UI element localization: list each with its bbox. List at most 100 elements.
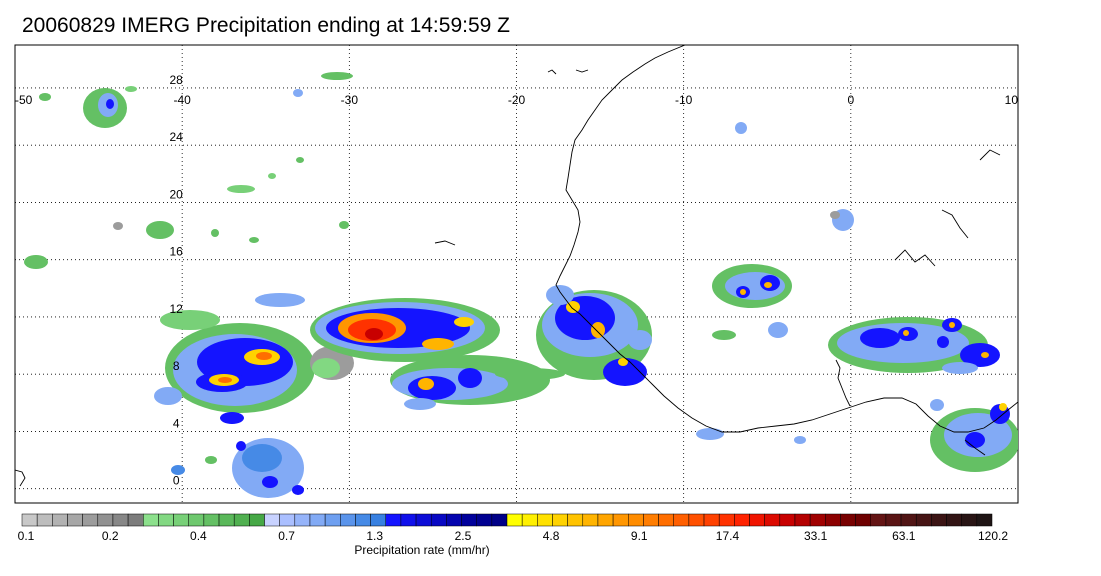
precip-area-itcz-west: [154, 293, 354, 424]
colorbar-swatch: [476, 513, 493, 527]
lon-tick-label: 0: [847, 93, 854, 107]
colorbar: [21, 513, 993, 527]
precip-area-west-africa: [536, 285, 652, 386]
lat-tick-label: 12: [169, 302, 183, 316]
colorbar-swatch: [855, 513, 871, 527]
colorbar-swatch: [779, 513, 796, 527]
precip-area-south-atlantic: [171, 438, 304, 498]
precip-area-north-atlantic: [24, 72, 353, 269]
colorbar-swatch: [340, 513, 356, 527]
colorbar-swatch: [52, 513, 68, 527]
latitude-labels: 28 24 20 16 12 8 4 0: [169, 73, 183, 488]
colorbar-swatch: [718, 513, 735, 527]
lon-tick-label: -10: [675, 93, 693, 107]
coastline: [15, 45, 1018, 487]
colorbar-swatch: [931, 513, 947, 527]
colorbar-swatch: [643, 513, 659, 527]
colorbar-swatch: [143, 513, 159, 527]
colorbar-swatch: [309, 513, 326, 527]
colorbar-tick-label: 0.4: [190, 529, 207, 543]
colorbar-swatch: [36, 513, 53, 527]
lat-tick-label: 28: [169, 73, 183, 87]
colorbar-swatch: [582, 513, 599, 527]
colorbar-swatch: [521, 513, 538, 527]
lat-tick-label: 16: [169, 245, 183, 259]
colorbar-swatch: [946, 513, 962, 527]
lon-tick-label: -20: [508, 93, 526, 107]
colorbar-swatch: [400, 513, 417, 527]
colorbar-swatch: [82, 513, 99, 527]
chart-title: 20060829 IMERG Precipitation ending at 1…: [22, 14, 510, 37]
colorbar-swatch: [446, 513, 462, 527]
colorbar-label: Precipitation rate (mm/hr): [354, 543, 489, 557]
colorbar-swatch: [173, 513, 189, 527]
colorbar-swatch: [324, 513, 341, 527]
colorbar-tick-label: 33.1: [804, 529, 828, 543]
lat-tick-label: 8: [173, 359, 180, 373]
longitude-labels: -50 -40 -30 -20 -10 0 10: [15, 93, 1018, 107]
precip-area-east: [828, 317, 1000, 374]
lon-tick-label: -50: [15, 93, 33, 107]
colorbar-swatch: [825, 513, 841, 527]
colorbar-swatch: [734, 513, 750, 527]
colorbar-swatch: [127, 513, 144, 527]
colorbar-swatch: [67, 513, 83, 527]
colorbar-swatch: [658, 513, 674, 527]
lat-tick-label: 24: [169, 130, 183, 144]
lat-tick-label: 4: [173, 416, 180, 430]
colorbar-tick-label: 0.2: [102, 529, 119, 543]
colorbar-swatch: [158, 513, 174, 527]
lat-lon-grid: [15, 45, 1018, 503]
colorbar-swatch: [279, 513, 296, 527]
colorbar-swatch: [885, 513, 902, 527]
colorbar-tick-label: 9.1: [631, 529, 648, 543]
colorbar-swatch: [673, 513, 690, 527]
colorbar-swatch: [749, 513, 765, 527]
colorbar-swatch: [900, 513, 917, 527]
colorbar-tick-label: 120.2: [978, 529, 1008, 543]
colorbar-tick-labels: 0.1 0.2 0.4 0.7 1.3 2.5 4.8 9.1 17.4 33.1 63.1 120.…: [18, 529, 1009, 543]
precipitation-field: [24, 72, 1018, 498]
lon-tick-label: -40: [173, 93, 191, 107]
colorbar-swatch: [355, 513, 371, 527]
colorbar-swatch: [249, 513, 265, 527]
colorbar-swatch: [567, 513, 584, 527]
colorbar-swatch: [552, 513, 568, 527]
colorbar-swatch: [628, 513, 644, 527]
colorbar-swatch: [430, 513, 447, 527]
colorbar-swatch: [203, 513, 220, 527]
lon-tick-label: -30: [341, 93, 359, 107]
colorbar-swatch: [537, 513, 553, 527]
colorbar-tick-label: 63.1: [892, 529, 916, 543]
colorbar-swatch: [870, 513, 887, 527]
colorbar-tick-label: 0.1: [18, 529, 35, 543]
colorbar-swatch: [597, 513, 614, 527]
colorbar-tick-label: 1.3: [366, 529, 383, 543]
colorbar-swatch: [840, 513, 856, 527]
colorbar-swatch: [506, 513, 523, 527]
colorbar-swatch: [385, 513, 402, 527]
colorbar-swatch: [809, 513, 826, 527]
colorbar-swatch: [21, 513, 38, 527]
colorbar-swatch: [233, 513, 250, 527]
colorbar-swatch: [461, 513, 477, 527]
colorbar-tick-label: 4.8: [543, 529, 560, 543]
lat-tick-label: 0: [173, 474, 180, 488]
colorbar-swatch: [294, 513, 311, 527]
colorbar-swatch: [688, 513, 705, 527]
precip-area-itcz-band: [390, 355, 565, 410]
colorbar-swatch: [764, 513, 781, 527]
colorbar-tick-label: 17.4: [716, 529, 740, 543]
colorbar-tick-label: 2.5: [455, 529, 472, 543]
precip-area-sahel: [712, 122, 854, 340]
colorbar-tick-label: 0.7: [278, 529, 295, 543]
colorbar-swatch: [703, 513, 720, 527]
colorbar-swatch: [370, 513, 386, 527]
colorbar-swatch: [976, 513, 993, 527]
colorbar-swatch: [612, 513, 629, 527]
lon-tick-label: 10: [1005, 93, 1019, 107]
colorbar-swatch: [415, 513, 432, 527]
colorbar-swatch: [915, 513, 932, 527]
colorbar-swatch: [264, 513, 280, 527]
